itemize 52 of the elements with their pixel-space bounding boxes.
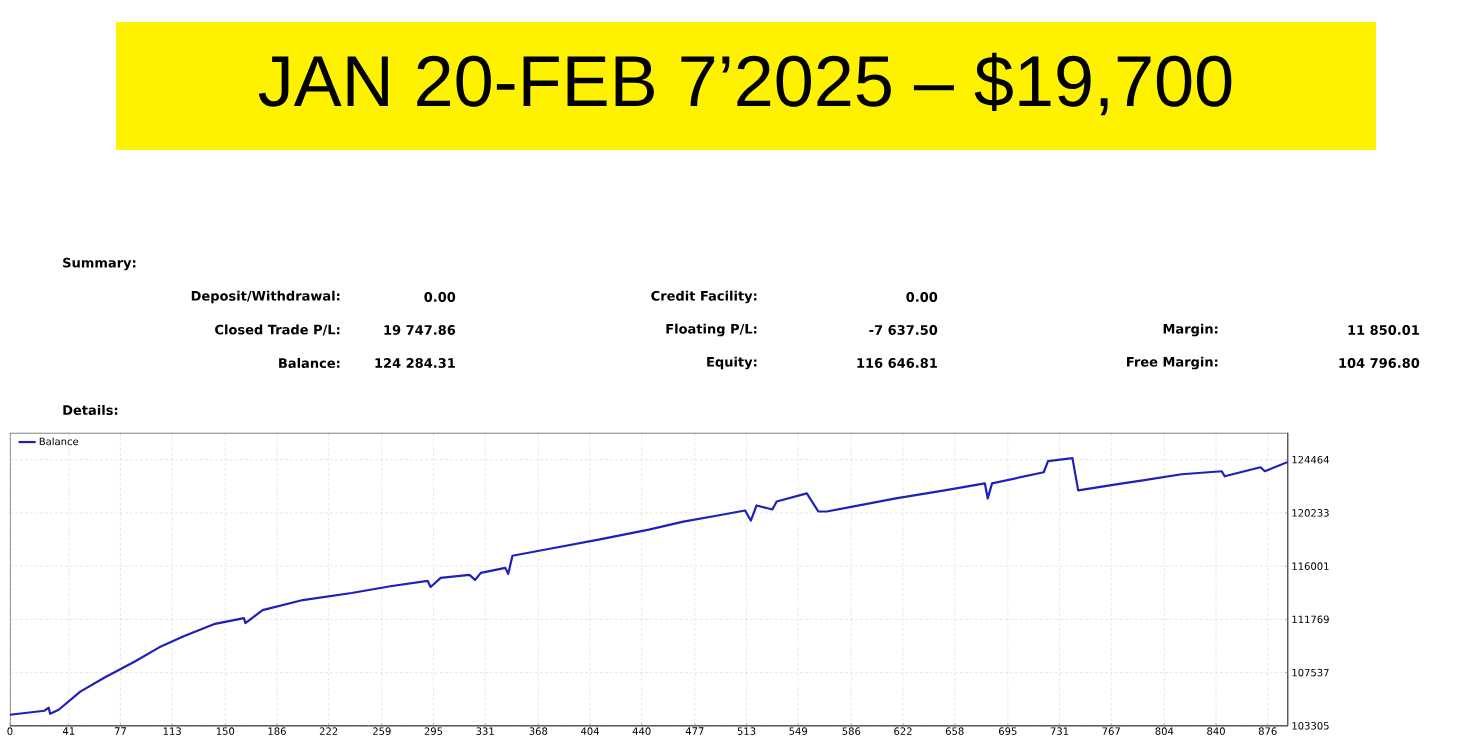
text: Closed Trade P/L: (215, 324, 340, 336)
text: 11 850.01 (1348, 325, 1419, 335)
y-tick-label: 111769 (1292, 615, 1329, 624)
x-tick-label: 586 (842, 727, 861, 735)
text: 0.00 (424, 292, 456, 302)
y-tick-label: 103305 (1292, 722, 1329, 730)
x-tick-label: 77 (114, 727, 126, 735)
legend-label: Balance (39, 437, 79, 446)
y-tick-label: 116001 (1292, 562, 1329, 570)
text: 19 747.86 (384, 325, 456, 335)
x-tick-label: 513 (737, 727, 756, 735)
x-tick-label: 876 (1258, 727, 1277, 735)
y-tick-label: 124464 (1292, 455, 1329, 464)
x-tick-label: 259 (373, 727, 391, 735)
x-tick-label: 477 (685, 727, 704, 735)
x-tick-label: 150 (216, 727, 235, 735)
x-tick-label: 622 (894, 727, 912, 735)
text: 104 796.80 (1339, 358, 1420, 368)
x-tick-label: 840 (1207, 727, 1225, 735)
x-tick-label: 549 (789, 727, 808, 735)
line-series (9, 457, 1288, 716)
text: Balance: (279, 357, 340, 369)
text: 124 284.31 (375, 358, 455, 368)
x-tick-label: 222 (319, 727, 338, 735)
x-tick-label: 731 (1050, 727, 1069, 735)
text: Details: (63, 404, 118, 416)
x-tick-label: 113 (163, 727, 181, 735)
y-tick-label: 120233 (1292, 509, 1329, 517)
text: Floating P/L: (666, 323, 757, 337)
chart-title: JAN 20-FEB 7’2025 – $19,700 (258, 52, 1232, 116)
x-tick-label: 658 (945, 727, 964, 735)
x-tick-label: 804 (1155, 727, 1174, 735)
x-tick-label: 186 (268, 727, 286, 735)
x-tick-label: 695 (999, 727, 1017, 735)
x-tick-label: 404 (580, 727, 599, 735)
x-tick-label: 331 (476, 727, 494, 735)
text: Equity: (707, 356, 757, 370)
y-tick-label: 107537 (1292, 668, 1329, 677)
text: 116 646.81 (857, 358, 937, 368)
text: Deposit/Withdrawal: (191, 290, 340, 304)
x-tick-label: 368 (529, 727, 548, 735)
text: Summary: (63, 257, 136, 271)
x-tick-label: 295 (424, 727, 443, 735)
x-tick-label: 767 (1102, 727, 1120, 735)
text: 0.00 (906, 292, 938, 302)
x-tick-label: 0 (7, 727, 13, 735)
x-tick-label: 440 (632, 727, 651, 735)
x-tick-label: 41 (62, 727, 75, 735)
text: -7 637.50 (869, 325, 938, 335)
text: Free Margin: (1127, 356, 1218, 370)
text: Margin: (1163, 323, 1218, 337)
text: Credit Facility: (651, 290, 757, 304)
